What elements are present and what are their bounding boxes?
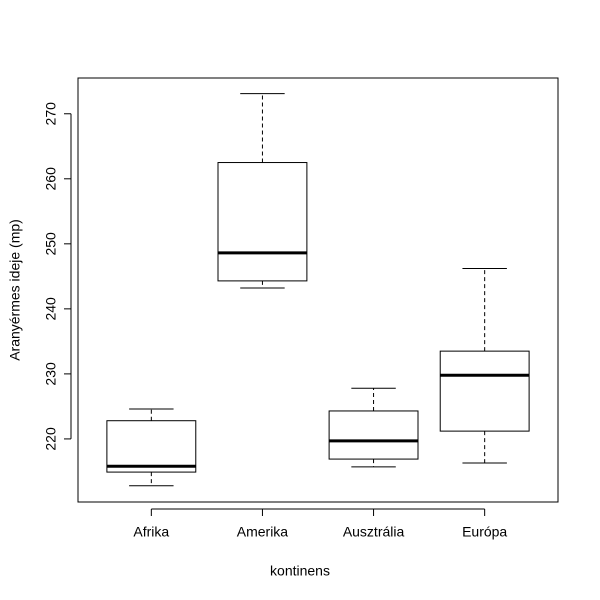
x-tick-label: Afrika [133,524,169,540]
x-axis-label: kontinens [270,563,330,579]
box [328,410,419,460]
y-tick-label: 270 [43,102,59,126]
box [106,420,197,473]
y-tick-label: 260 [43,167,59,191]
y-axis-label: Aranyérmes ideje (mp) [7,219,23,361]
box [439,350,530,432]
x-tick-label: Amerika [237,524,289,540]
x-tick-label: Ausztrália [343,524,405,540]
x-tick-label: Európa [462,524,507,540]
plot-frame [77,77,559,503]
y-tick-label: 220 [43,427,59,451]
y-tick-label: 250 [43,232,59,256]
y-tick-label: 230 [43,362,59,386]
y-tick-label: 240 [43,297,59,321]
box [217,162,308,282]
